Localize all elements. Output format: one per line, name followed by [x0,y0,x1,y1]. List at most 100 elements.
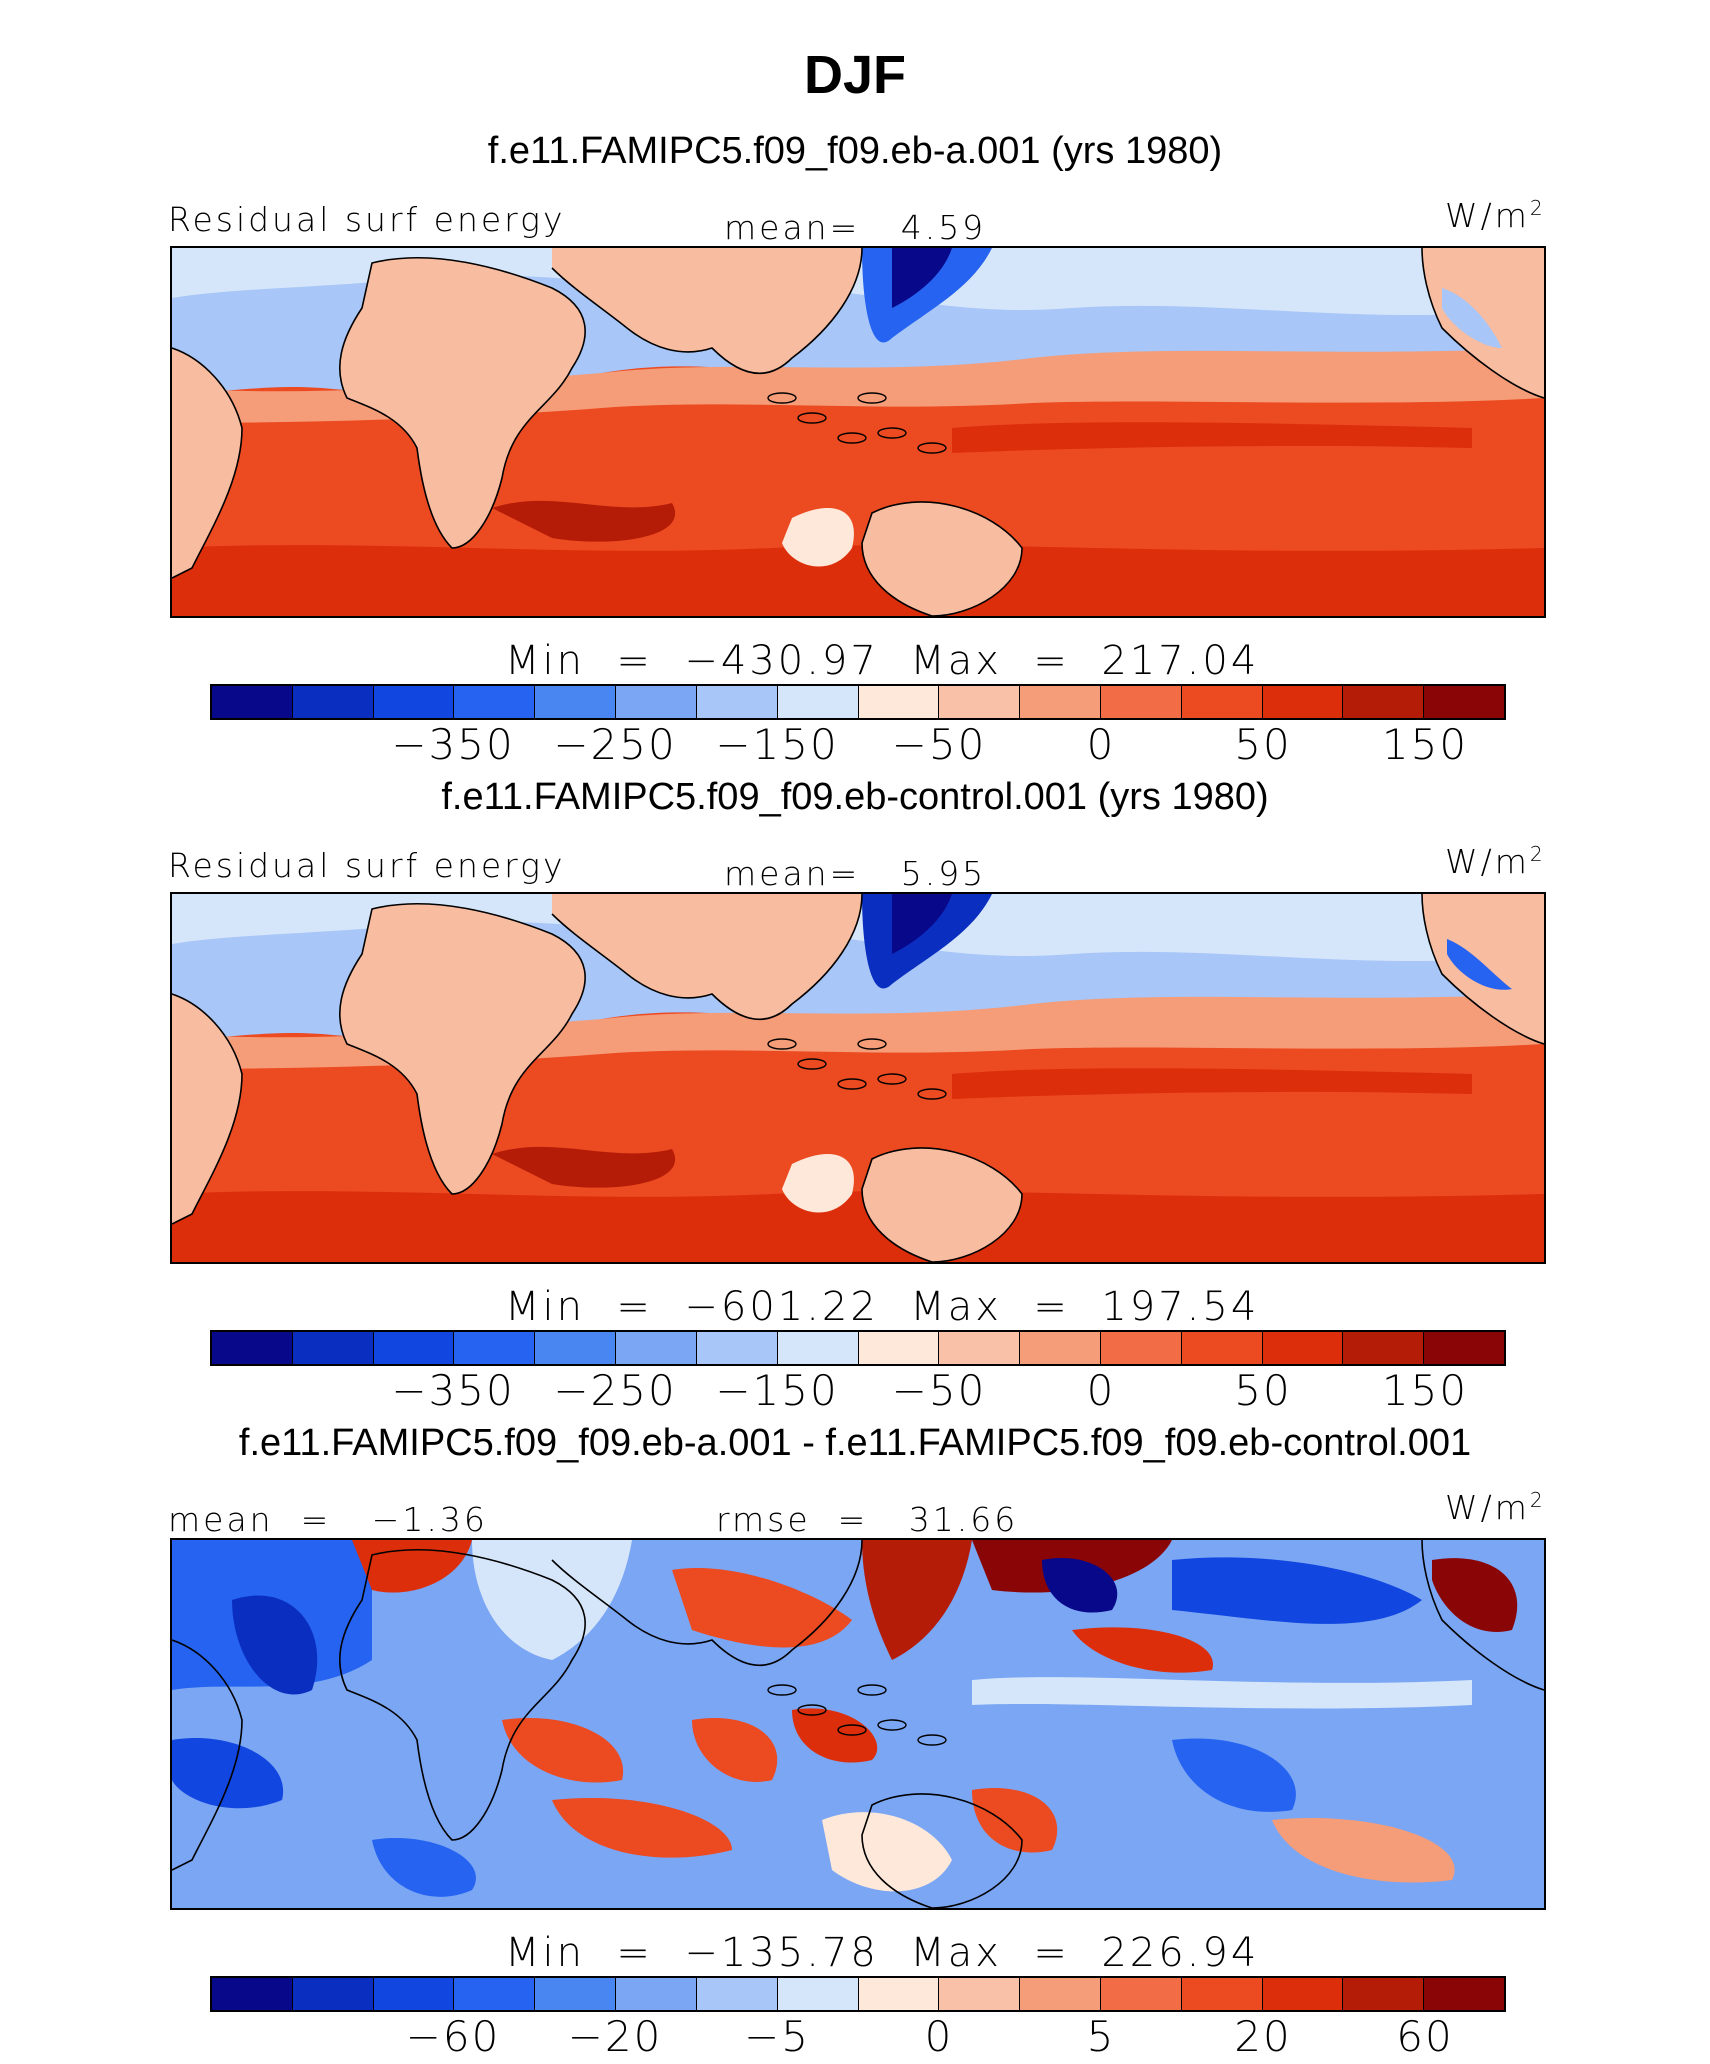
colorbar-swatch [696,686,778,718]
panel-2-map [170,892,1546,1264]
colorbar-tick-label: 50 [1234,1366,1292,1415]
colorbar-swatch [1100,1978,1182,2010]
island-outline [877,427,907,439]
itcz-band [952,1068,1472,1099]
dark-patch [492,500,676,542]
colorbar-swatch [1181,1978,1263,2010]
diff-anomaly-patch [1042,1558,1118,1613]
panel-3-case-title: f.e11.FAMIPC5.f09_f09.eb-a.001 - f.e11.F… [238,1422,1472,1464]
island-outline [767,1038,797,1050]
colorbar-swatch [858,686,940,718]
colorbar-swatch [1343,686,1425,718]
southern-band [172,545,1544,616]
colorbar-swatch [212,1978,293,2010]
colorbar-swatch [454,686,536,718]
colorbar-swatch [1343,1978,1425,2010]
colorbar-swatch [1181,1332,1263,1364]
coastline [861,1793,1023,1908]
africa [339,257,586,548]
island-outline [857,1684,887,1696]
diff-anomaly-patch [372,1838,476,1897]
colorbar-swatch [1181,686,1263,718]
colorbar-tick-label: −50 [891,1366,987,1415]
gulf-region [1447,939,1512,990]
colorbar-swatch [939,686,1021,718]
panel-1-map-svg [172,248,1544,616]
island-outline [797,1704,827,1716]
diff-anomaly-patch [172,1738,284,1809]
island-outline [797,1058,827,1070]
colorbar-tick-label: −350 [391,720,515,769]
australia [862,501,1022,616]
coastline [172,347,243,579]
island-outline [797,412,827,424]
south-america [172,348,242,578]
southern-band [172,1191,1544,1262]
colorbar-swatch [1262,1332,1344,1364]
diff-anomaly-patch [232,1595,318,1695]
asia [552,248,862,374]
itcz-band [952,422,1472,453]
asia [552,894,862,1020]
panel-3-colorbar [210,1976,1506,2012]
south-america [172,994,242,1224]
colorbar-swatch [777,1978,859,2010]
coastline [551,248,863,375]
colorbar-swatch [373,1978,455,2010]
panel-2-colorbar [210,1330,1506,1366]
colorbar-tick-label: 0 [1086,1366,1116,1415]
diff-anomaly-patch [472,1540,632,1660]
colorbar-tick-label: 60 [1396,2012,1454,2061]
island-outline [917,1088,947,1100]
island-outline [767,392,797,404]
panel-3-mean-label: mean = −1.36 [168,1500,488,1539]
panel-3-unit-label: W/m2 [1445,1488,1546,1527]
colorbar-swatch [292,1332,374,1364]
colorbar-swatch [616,1332,697,1364]
figure-title: DJF [803,45,906,105]
island-outline [837,432,867,444]
coastline [551,894,863,1021]
colorbar-tick-label: 20 [1234,2012,1292,2061]
colorbar-tick-label: 150 [1381,1366,1469,1415]
diff-anomaly-patch [502,1718,624,1783]
colorbar-tick-label: 50 [1234,720,1292,769]
coastline [339,1549,586,1841]
colorbar-tick-label: −5 [744,2012,810,2061]
island-outline [837,1724,867,1736]
colorbar-swatch [373,686,455,718]
colorbar-swatch [454,1332,536,1364]
coastline [1421,894,1544,1045]
colorbar-swatch [292,686,374,718]
panel-3-map-svg [172,1540,1544,1908]
diff-anomaly-patch [672,1568,852,1648]
dark-patch [492,1146,676,1188]
diff-anomaly-patch [1172,1557,1422,1624]
colorbar-swatch [616,1978,697,2010]
island-outline [857,1038,887,1050]
cool-patch [782,508,854,567]
diff-anomaly-patch [552,1798,732,1858]
colorbar-swatch [535,686,617,718]
colorbar-swatch [1020,1978,1101,2010]
colorbar-swatch [939,1332,1021,1364]
panel-3-minmax: Min = −135.78 Max = 226.94 [505,1930,1260,1976]
colorbar-swatch [373,1332,455,1364]
coastline [339,257,586,549]
colorbar-swatch [1020,686,1101,718]
colorbar-swatch [535,1978,617,2010]
colorbar-swatch [696,1332,778,1364]
diff-anomaly-patch [792,1708,878,1763]
colorbar-tick-label: −60 [405,2012,501,2061]
island-outline [767,1684,797,1696]
diff-anomaly-patch [1272,1818,1455,1883]
colorbar-swatch [454,1978,536,2010]
colorbar-swatch [1100,1332,1182,1364]
colorbar-tick-label: −20 [567,2012,663,2061]
colorbar-swatch [1100,686,1182,718]
panel-1-minmax: Min = −430.97 Max = 217.04 [505,638,1260,684]
panel-3-rmse-label: rmse = 31.66 [716,1500,1019,1539]
island-outline [877,1719,907,1731]
colorbar-swatch [292,1978,374,2010]
diff-anomaly-patch [972,1788,1058,1853]
